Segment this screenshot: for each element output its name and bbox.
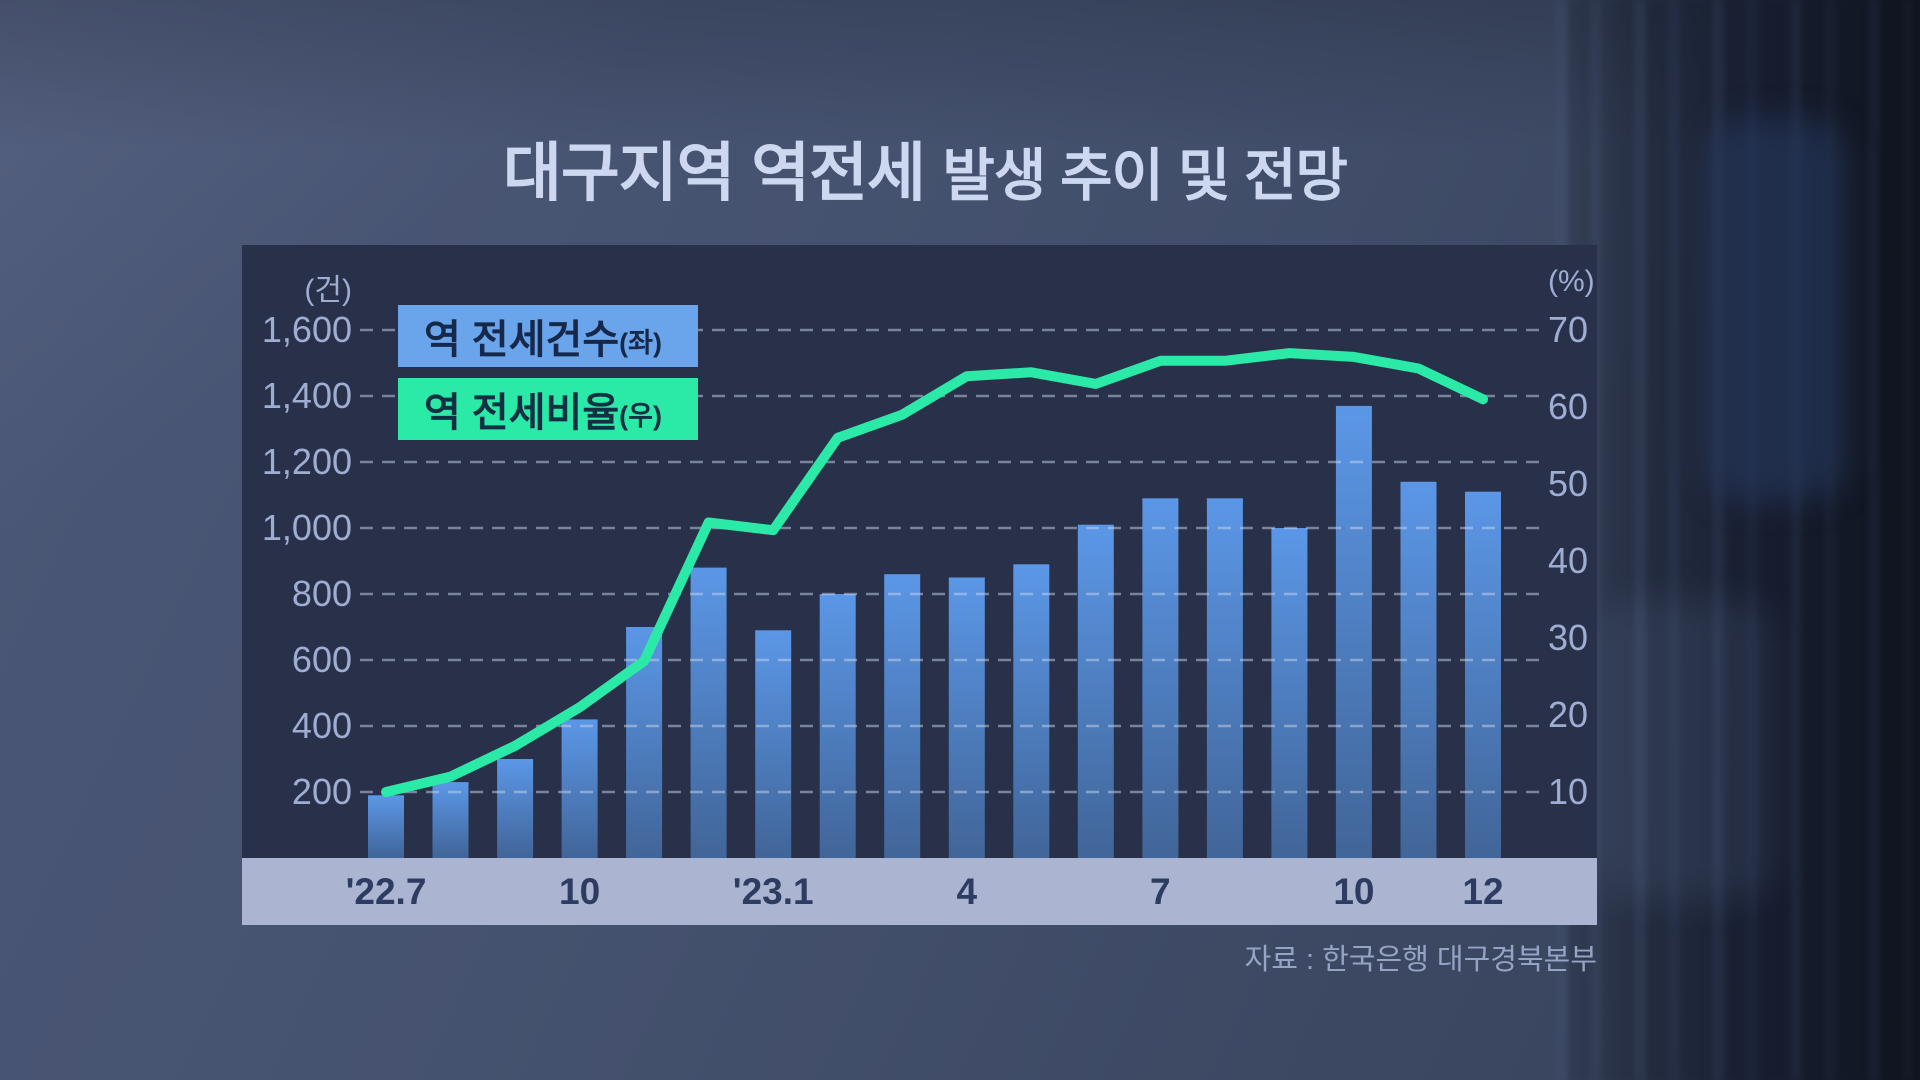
right-axis-tick: 20 — [1548, 694, 1589, 735]
bar-reverse-jeonse-count — [1465, 491, 1501, 858]
left-axis-tick: 200 — [291, 771, 352, 812]
left-axis-unit-label: (건) — [304, 274, 352, 307]
legend-item-ratio: 역 전세비율 (우) — [398, 378, 698, 440]
bar-reverse-jeonse-count — [497, 759, 534, 858]
x-axis-tick-label: '22.7 — [345, 870, 427, 912]
left-axis-tick: 600 — [291, 639, 352, 680]
bar-reverse-jeonse-count — [755, 630, 792, 858]
x-axis-tick-label: 4 — [956, 870, 978, 912]
bar-reverse-jeonse-count — [1271, 528, 1308, 858]
chart-title-emphasis: 대구지역 역전세 — [503, 137, 926, 209]
bar-reverse-jeonse-count — [1142, 498, 1179, 858]
chart-panel: (건) (%) 1,600 1,400 1,200 1,000 800 600 400 200… — [242, 245, 1597, 925]
bar-reverse-jeonse-count — [561, 719, 598, 858]
bar-reverse-jeonse-count — [1013, 564, 1050, 858]
left-axis-tick: 1,600 — [261, 309, 352, 350]
right-axis-tick: 50 — [1548, 463, 1589, 504]
legend-bar-label: 역 전세건수 — [424, 318, 620, 362]
bar-reverse-jeonse-count — [690, 567, 727, 858]
left-axis-tick: 800 — [291, 573, 352, 614]
right-axis-tick: 60 — [1548, 386, 1589, 427]
bar-reverse-jeonse-count — [884, 574, 921, 858]
bar-reverse-jeonse-count — [432, 782, 469, 858]
right-axis-tick: 40 — [1548, 540, 1589, 581]
bar-reverse-jeonse-count — [1206, 498, 1243, 858]
legend-ratio-label: 역 전세비율 — [424, 391, 620, 435]
x-axis-band — [242, 858, 1597, 925]
right-axis-unit-label: (%) — [1548, 265, 1595, 298]
x-axis-tick-label: '23.1 — [732, 870, 814, 912]
left-axis-tick: 1,400 — [261, 375, 352, 416]
x-axis-tick-label: 12 — [1462, 870, 1504, 912]
background-city-photo — [1556, 0, 1920, 1080]
left-axis-tick: 400 — [291, 705, 352, 746]
bar-reverse-jeonse-count — [1335, 405, 1372, 858]
bar-reverse-jeonse-count — [368, 795, 404, 858]
legend-ratio-axis-suffix: (우) — [619, 400, 662, 431]
chart-title-rest: 발생 추이 및 전망 — [942, 144, 1348, 208]
x-axis-tick-label: 10 — [559, 870, 601, 912]
bar-reverse-jeonse-count — [948, 577, 985, 858]
right-axis-tick: 70 — [1548, 309, 1589, 350]
chart-legend: 역 전세건수 (좌) 역 전세비율 (우) — [398, 305, 698, 451]
legend-item-bar-count: 역 전세건수 (좌) — [398, 305, 698, 367]
x-axis-tick-label: 7 — [1150, 870, 1171, 912]
bar-reverse-jeonse-count — [1077, 524, 1114, 858]
bar-reverse-jeonse-count — [1400, 481, 1437, 858]
left-axis-tick: 1,000 — [261, 507, 352, 548]
chart-canvas — [242, 328, 1597, 925]
right-axis-tick: 30 — [1548, 617, 1589, 658]
legend-bar-axis-suffix: (좌) — [619, 327, 662, 358]
chart-title: 대구지역 역전세 발생 추이 및 전망 — [0, 122, 1850, 214]
background-photo-glow — [1596, 600, 1776, 900]
x-axis-tick-label: 10 — [1333, 870, 1375, 912]
ratio-line — [381, 348, 1488, 797]
source-credit: 자료 : 한국은행 대구경북본부 — [1244, 944, 1597, 976]
left-axis-tick: 1,200 — [261, 441, 352, 482]
background-photo-shadow — [1706, 120, 1846, 500]
right-axis-tick: 10 — [1548, 771, 1589, 812]
